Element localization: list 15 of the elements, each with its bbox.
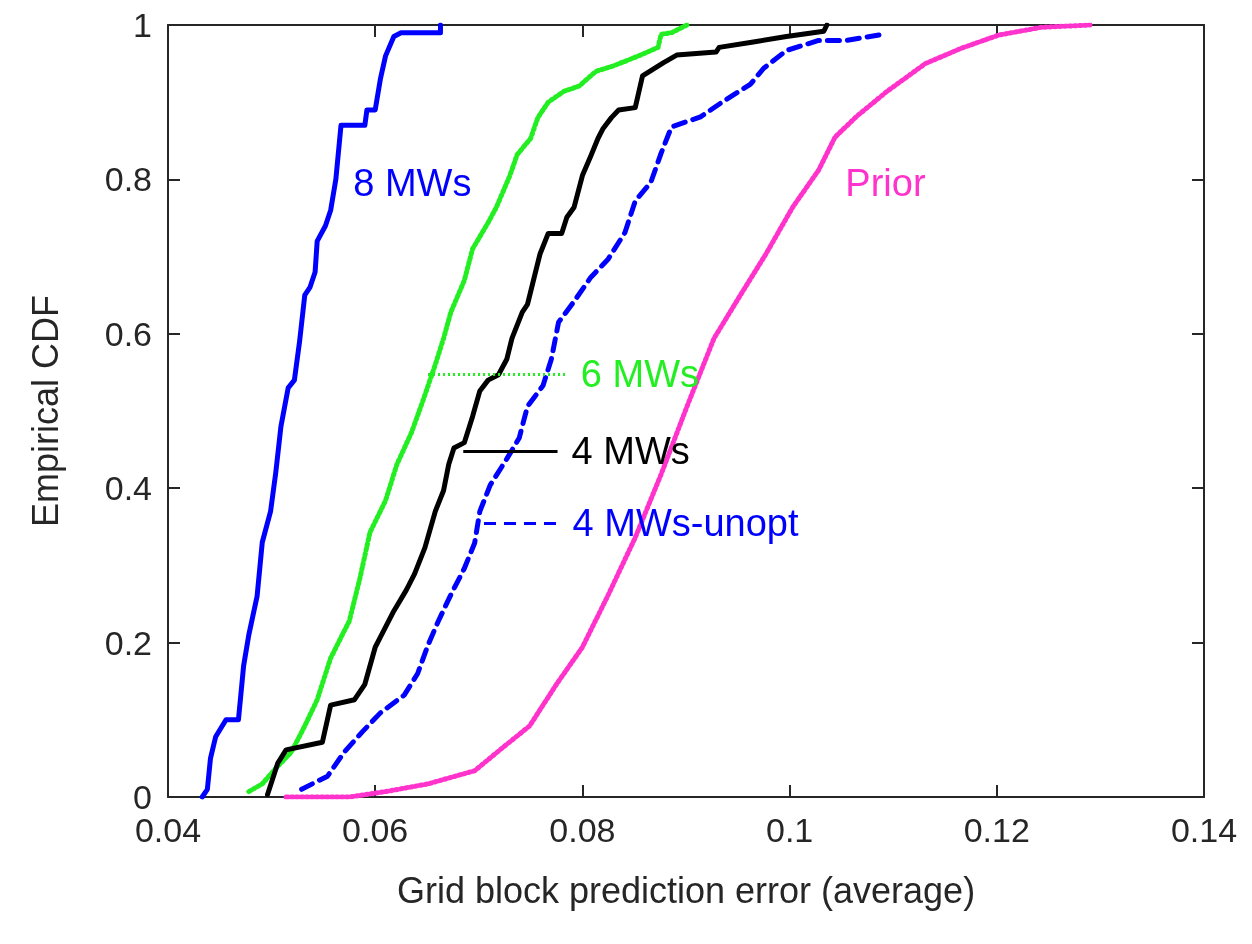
x-tick-label: 0.12	[963, 811, 1030, 849]
series-label: 8 MWs	[353, 162, 472, 205]
y-tick-label: 0.4	[104, 469, 152, 508]
x-tick-label: 0.06	[342, 811, 409, 849]
series-label: Prior	[845, 162, 926, 205]
legend-label: 6 MWs	[580, 352, 700, 395]
y-tick-label: 0.8	[104, 160, 152, 199]
y-tick-label: 0.6	[104, 314, 152, 353]
x-tick-label: 0.08	[549, 811, 616, 849]
x-tick-label: 0.1	[765, 811, 814, 849]
y-tick-label: 0.2	[104, 623, 152, 662]
y-axis-title: Empirical CDF	[24, 294, 66, 528]
x-axis-title: Grid block prediction error (average)	[396, 869, 976, 911]
y-tick-label: 1	[133, 6, 152, 44]
x-tick-label: 0.14	[1170, 811, 1238, 849]
